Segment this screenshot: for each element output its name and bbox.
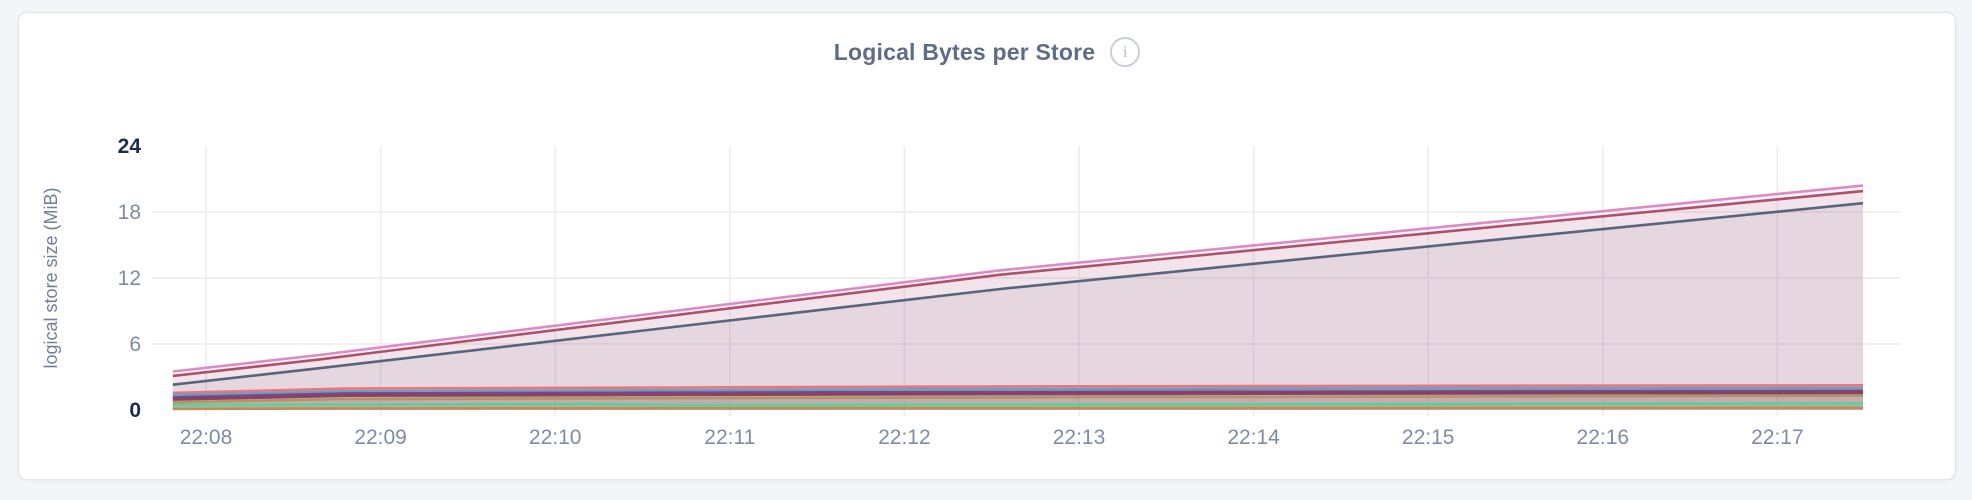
chart-header: Logical Bytes per Store i [19, 37, 1955, 67]
y-tick-label: 24 [118, 135, 142, 158]
y-tick-label: 0 [129, 399, 141, 422]
chart-card: Logical Bytes per Store i [18, 12, 1956, 480]
series-line-store-5 [172, 386, 1864, 397]
x-tick-label: 22:16 [1577, 426, 1630, 449]
chart-title: Logical Bytes per Store [833, 38, 1096, 65]
y-axis-title: logical store size (MiB) [41, 187, 61, 368]
x-tick-label: 22:12 [878, 426, 931, 449]
x-tick-label: 22:15 [1402, 426, 1455, 449]
x-tick-label: 22:08 [180, 426, 233, 449]
info-icon[interactable]: i [1110, 37, 1141, 67]
series-line-store-7 [172, 391, 1864, 401]
series-line-store-2 [172, 189, 1864, 378]
series-line-store-6 [172, 389, 1864, 399]
x-tick-label: 22:14 [1227, 426, 1280, 449]
series-area-store-3 [172, 185, 1863, 410]
x-tick-label: 22:17 [1751, 426, 1804, 449]
series-line-store-1 [172, 201, 1864, 386]
x-tick-label: 22:13 [1053, 426, 1106, 449]
x-tick-label: 22:09 [354, 426, 407, 449]
series-line-store-4 [172, 383, 1864, 395]
series-line-store-10 [172, 406, 1864, 411]
x-tick-label: 22:11 [704, 426, 755, 449]
y-tick-label: 6 [129, 333, 141, 356]
y-tick-label: 12 [118, 267, 141, 290]
series-line-store-9 [172, 402, 1864, 407]
series-area-store-1 [172, 203, 1863, 410]
y-tick-label: 18 [118, 201, 141, 224]
x-tick-label: 22:10 [529, 426, 582, 449]
series-line-store-3 [172, 184, 1864, 373]
series-line-store-8 [172, 394, 1864, 404]
